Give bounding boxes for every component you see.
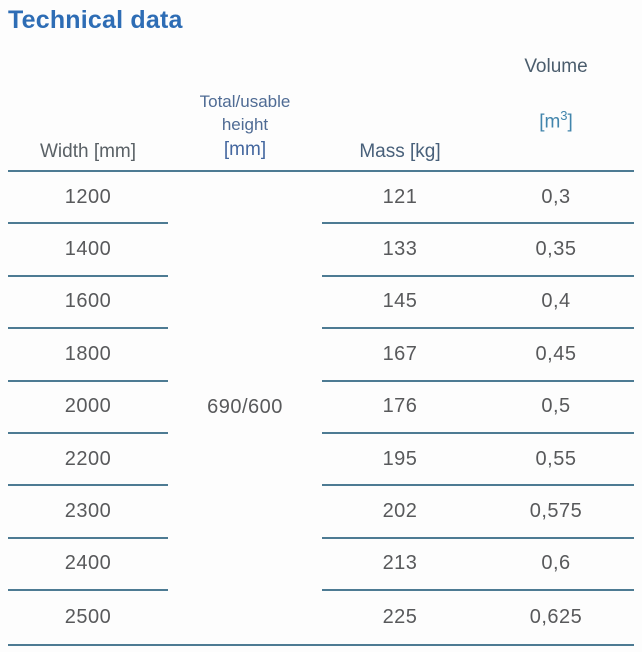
cell-height — [168, 539, 322, 591]
cell-width: 2200 — [8, 434, 168, 487]
table-row: 2200 195 0,55 — [8, 434, 634, 487]
cell-mass: 195 — [322, 434, 478, 487]
table-row: 1400 133 0,35 — [8, 224, 634, 277]
cell-mass: 133 — [322, 224, 478, 277]
table-row: 2500 225 0,625 — [8, 591, 634, 643]
cell-width: 1800 — [8, 329, 168, 382]
page-title: Technical data — [8, 6, 183, 34]
cell-volume: 0,4 — [478, 277, 634, 330]
volume-unit-superscript: 3 — [560, 108, 568, 123]
column-header-width: Width [mm] — [8, 34, 168, 170]
column-header-height-line2: height — [221, 115, 269, 134]
cell-width: 1400 — [8, 224, 168, 277]
cell-width: 2300 — [8, 486, 168, 539]
table-row: 2400 213 0,6 — [8, 539, 634, 592]
column-header-volume: Volume [m3] — [478, 34, 634, 170]
column-header-volume-unit: [m3] — [539, 108, 573, 133]
cell-width: 2500 — [64, 605, 112, 628]
column-header-height-line1: Total/usable — [199, 92, 291, 111]
cell-mass: 145 — [322, 277, 478, 330]
table-row: 1800 167 0,45 — [8, 329, 634, 382]
cell-width: 1600 — [8, 277, 168, 330]
cell-volume: 0,6 — [478, 539, 634, 592]
cell-mass: 121 — [322, 172, 478, 225]
cell-mass: 225 — [382, 605, 418, 628]
cell-mass: 213 — [322, 539, 478, 592]
cell-volume: 0,55 — [478, 434, 634, 487]
column-header-height-unit: [mm] — [223, 139, 267, 160]
table-row: 1200 121 0,3 — [8, 172, 634, 225]
table-row: 1600 145 0,4 — [8, 277, 634, 330]
cell-height — [168, 329, 322, 381]
table-body: 1200 121 0,3 1400 133 0,35 1600 145 0,4 … — [8, 172, 634, 644]
column-header-height: Total/usable height [mm] — [168, 34, 322, 170]
technical-data-table: Width [mm] Total/usable height [mm] Mass… — [8, 34, 634, 646]
cell-volume: 0,3 — [478, 172, 634, 225]
cell-width: 2000 — [8, 382, 168, 434]
cell-mass: 176 — [322, 382, 478, 434]
cell-volume: 0,45 — [478, 329, 634, 382]
column-header-width-label: Width [mm] — [39, 141, 137, 162]
cell-mass: 167 — [322, 329, 478, 382]
cell-height — [168, 486, 322, 538]
cell-volume: 0,5 — [478, 382, 634, 434]
table-row: 2000 690/600 176 0,5 — [8, 382, 634, 434]
column-header-volume-label: Volume — [524, 56, 588, 77]
cell-height — [168, 224, 322, 276]
cell-width: 1200 — [8, 172, 168, 225]
cell-volume: 0,625 — [529, 605, 583, 628]
cell-volume: 0,35 — [478, 224, 634, 277]
column-header-mass-label: Mass [kg] — [359, 141, 441, 162]
cell-height — [168, 277, 322, 329]
cell-volume: 0,575 — [478, 486, 634, 539]
cell-width: 2400 — [8, 539, 168, 592]
merged-height-cell: 690/600 — [207, 396, 283, 419]
table-header-row: Width [mm] Total/usable height [mm] Mass… — [8, 34, 634, 172]
cell-mass: 202 — [322, 486, 478, 539]
column-header-mass: Mass [kg] — [322, 34, 478, 170]
table-row: 2300 202 0,575 — [8, 486, 634, 539]
cell-height — [168, 172, 322, 224]
cell-height — [168, 434, 322, 486]
cell-height — [168, 591, 322, 643]
